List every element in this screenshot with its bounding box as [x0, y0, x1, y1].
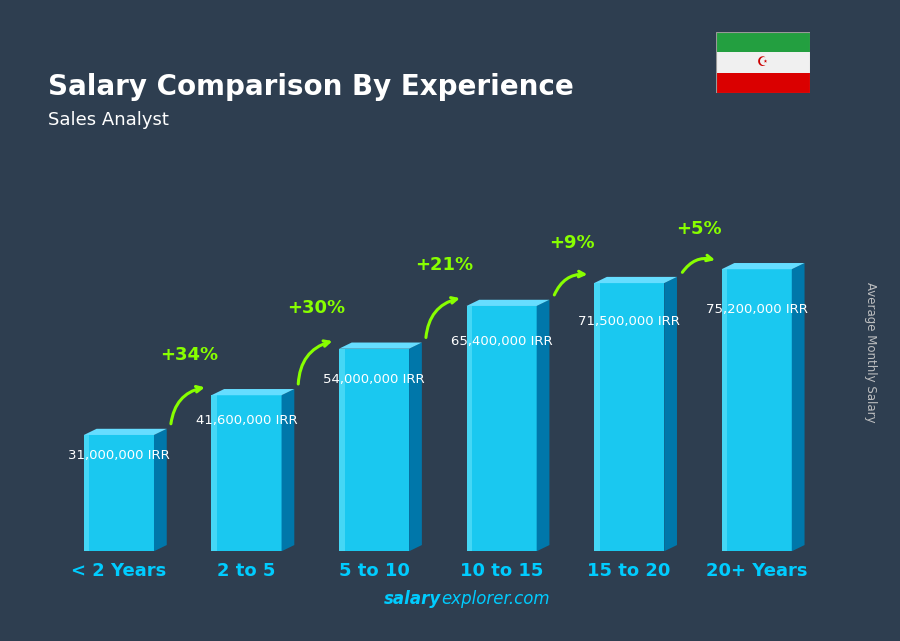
Bar — [716, 32, 810, 53]
Text: salary: salary — [383, 590, 441, 608]
Bar — [212, 395, 282, 551]
Bar — [722, 269, 792, 551]
Text: 54,000,000 IRR: 54,000,000 IRR — [323, 373, 425, 386]
Text: ☪: ☪ — [757, 56, 769, 69]
Polygon shape — [84, 429, 166, 435]
Bar — [212, 395, 217, 551]
Text: +9%: +9% — [549, 233, 595, 251]
Text: explorer.com: explorer.com — [441, 590, 550, 608]
Bar — [84, 435, 89, 551]
Text: 41,600,000 IRR: 41,600,000 IRR — [195, 414, 297, 427]
Text: +5%: +5% — [677, 220, 722, 238]
Text: +34%: +34% — [160, 345, 218, 363]
Bar — [594, 283, 664, 551]
Bar — [716, 72, 810, 93]
Polygon shape — [594, 277, 677, 283]
Polygon shape — [154, 429, 166, 551]
Bar — [339, 349, 345, 551]
Polygon shape — [792, 263, 805, 551]
Bar — [594, 283, 599, 551]
Polygon shape — [722, 263, 805, 269]
Polygon shape — [536, 300, 549, 551]
Bar — [716, 53, 810, 72]
Polygon shape — [282, 389, 294, 551]
Text: Salary Comparison By Experience: Salary Comparison By Experience — [49, 73, 574, 101]
Text: 31,000,000 IRR: 31,000,000 IRR — [68, 449, 170, 462]
Bar — [84, 435, 154, 551]
Text: 75,200,000 IRR: 75,200,000 IRR — [706, 303, 807, 316]
Text: 71,500,000 IRR: 71,500,000 IRR — [578, 315, 680, 328]
Polygon shape — [664, 277, 677, 551]
Text: Sales Analyst: Sales Analyst — [49, 112, 169, 129]
Bar — [466, 306, 536, 551]
Text: +30%: +30% — [288, 299, 346, 317]
Polygon shape — [466, 300, 549, 306]
Bar — [339, 349, 410, 551]
Text: +21%: +21% — [415, 256, 473, 274]
Polygon shape — [212, 389, 294, 395]
Text: Average Monthly Salary: Average Monthly Salary — [864, 282, 877, 423]
Bar — [466, 306, 472, 551]
Polygon shape — [410, 342, 422, 551]
Polygon shape — [339, 342, 422, 349]
Text: 65,400,000 IRR: 65,400,000 IRR — [451, 335, 553, 349]
Bar — [722, 269, 727, 551]
